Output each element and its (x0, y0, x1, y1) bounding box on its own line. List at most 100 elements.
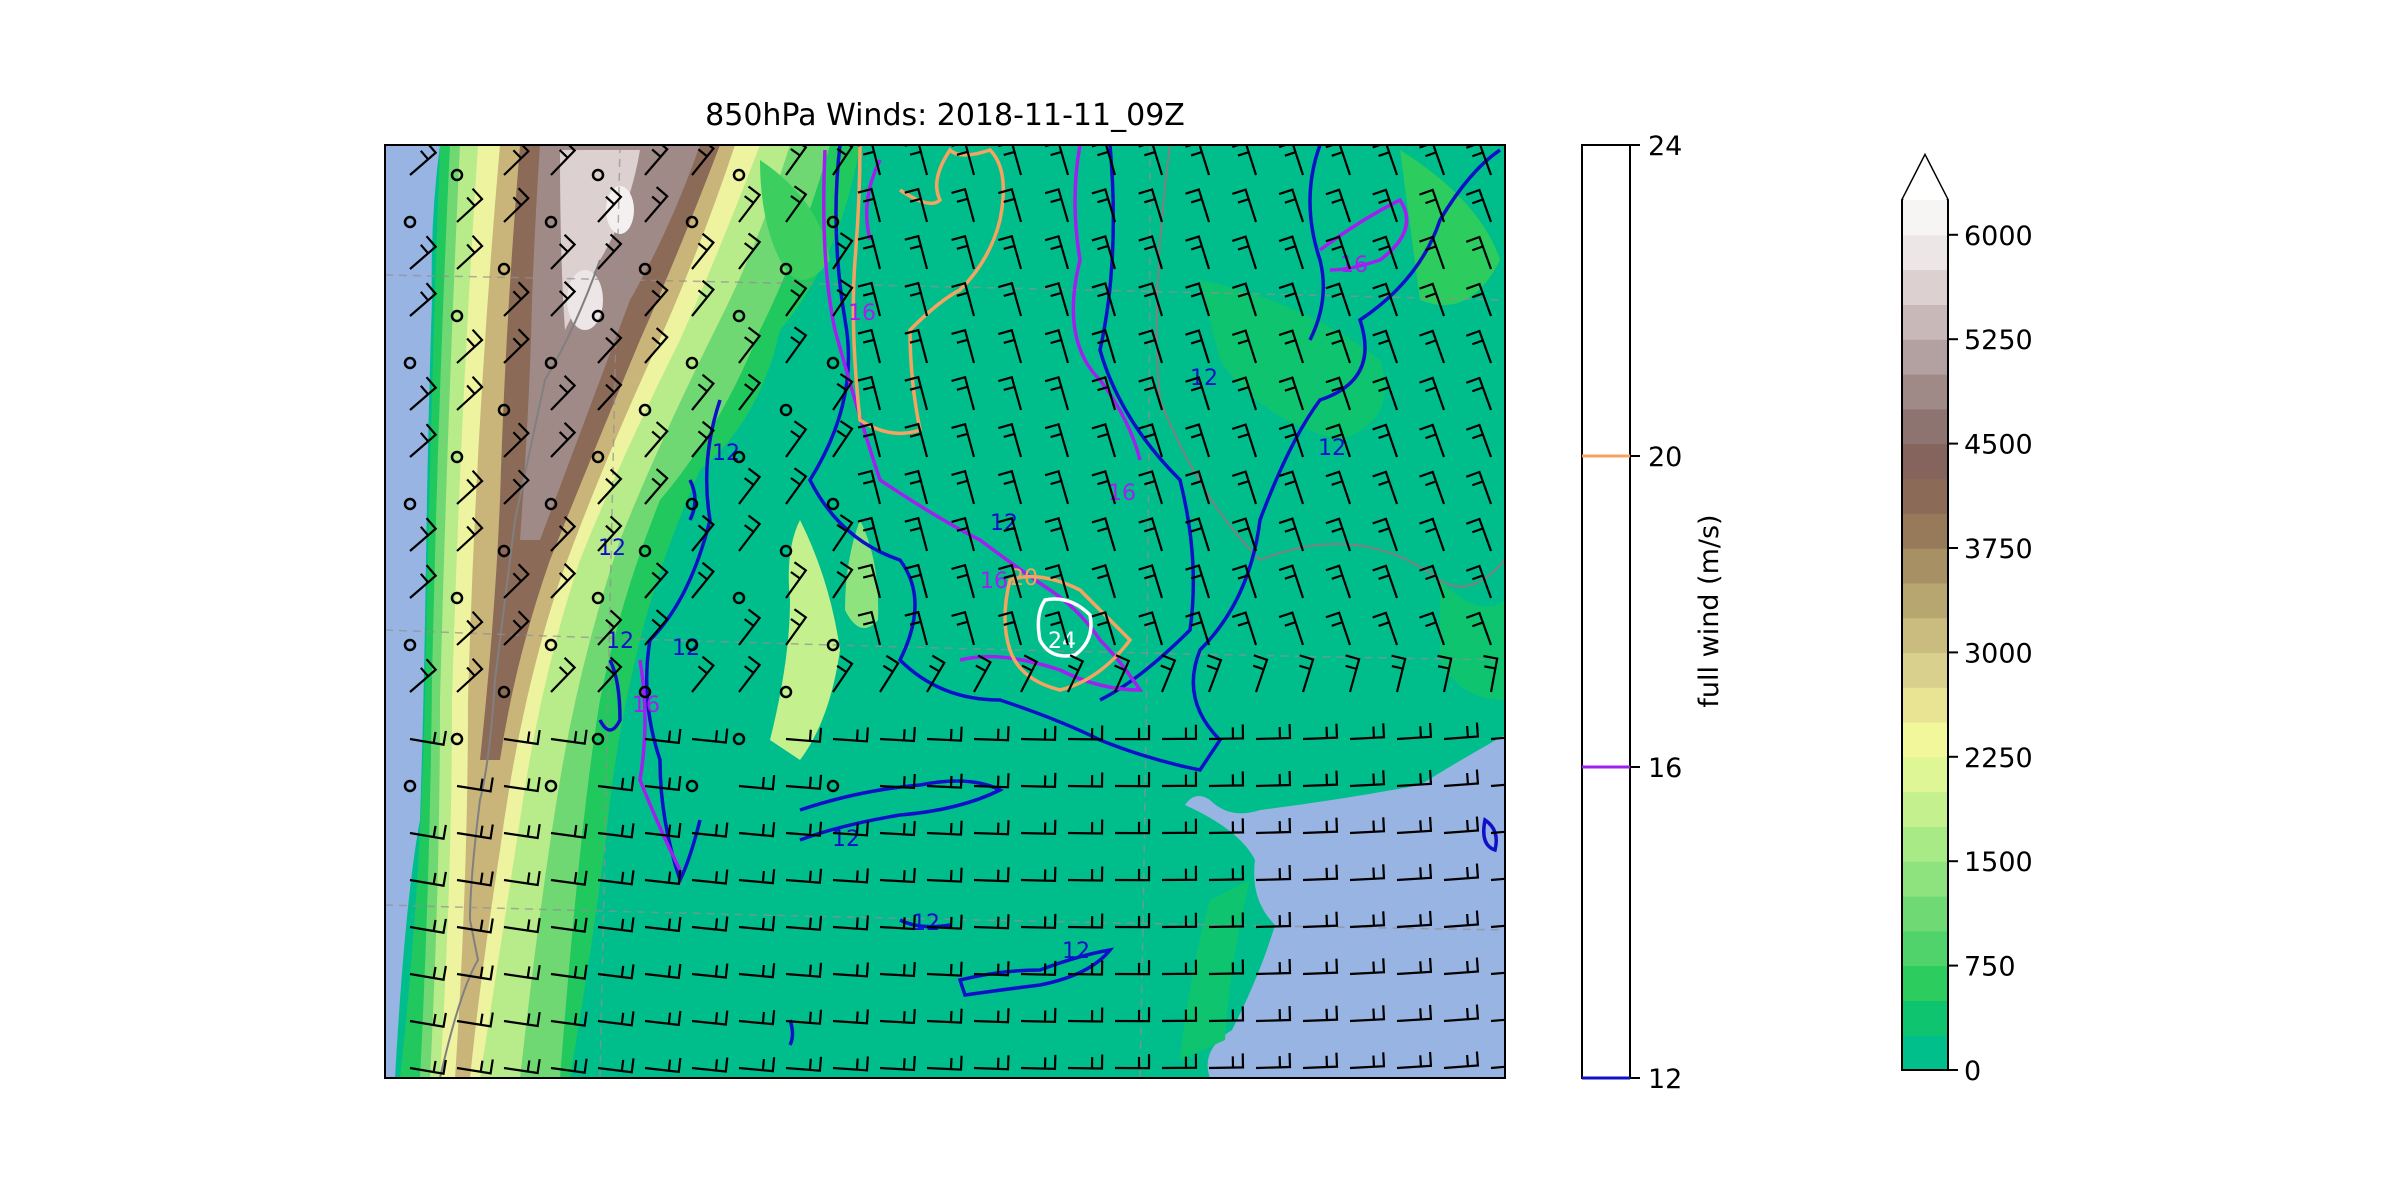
wind-barb (597, 609, 623, 646)
wind-barb (1138, 329, 1164, 364)
wind-barb (951, 145, 976, 176)
wind-barb (691, 728, 729, 744)
wind-barb (973, 867, 1010, 883)
calm-marker (826, 779, 840, 793)
wind-barb (456, 610, 484, 646)
terrain-colorbar-frame (1901, 152, 1949, 1071)
wind-barb (503, 964, 541, 981)
terrain-band (1902, 443, 1948, 479)
calm-marker (685, 779, 699, 793)
wind-barb (597, 656, 623, 693)
wind-barb (1252, 654, 1269, 693)
wind-barb (998, 281, 1023, 317)
wind-barb (1091, 470, 1117, 505)
calm-marker (450, 168, 464, 182)
calm-marker (732, 732, 746, 746)
wind-barb (832, 561, 854, 599)
wind-barb (904, 145, 929, 176)
wind-barb (456, 918, 494, 934)
wind-barb (1138, 376, 1164, 411)
wind-barb (951, 422, 976, 458)
wind-barb (1372, 376, 1399, 411)
wind-barb (456, 871, 494, 887)
wind-barb (879, 773, 916, 790)
terrain-band (1902, 234, 1948, 271)
wind-barb (857, 187, 882, 223)
wind-barb (456, 965, 494, 981)
terrain-band (1902, 374, 1948, 410)
wind-barb (879, 654, 900, 693)
wind-barb (1161, 1006, 1198, 1023)
wind-barb (550, 1011, 588, 1027)
wind-barb (1114, 866, 1151, 882)
terrain-band (1902, 339, 1948, 375)
wind-barb (1325, 188, 1352, 223)
wind-barb (1185, 611, 1211, 646)
wind-barb (904, 563, 929, 599)
wind-barb (1044, 422, 1070, 458)
wind-barb (1325, 235, 1352, 270)
wind-barb (1325, 611, 1352, 646)
terrain-colorbar-bands (1902, 200, 1948, 1071)
calm-marker (403, 215, 417, 229)
wind-barb (1044, 234, 1070, 270)
wind-barb (1185, 564, 1211, 599)
wind-barb (738, 916, 776, 932)
wind-barb (503, 145, 530, 176)
wind-barb (1091, 329, 1117, 364)
wind-barb (973, 773, 1010, 789)
wind-barb (832, 821, 869, 837)
wind-barb (1465, 188, 1493, 223)
wind-barb (998, 375, 1023, 411)
wind-barb (1231, 188, 1258, 223)
wind-barb (691, 822, 729, 838)
wind-barb (1349, 864, 1386, 882)
calm-marker (732, 309, 746, 323)
wind-barb (1067, 866, 1104, 882)
contour-24 (1036, 597, 1093, 658)
wind-barb (1465, 282, 1493, 317)
wind-barb (904, 375, 929, 411)
wind-barb (644, 869, 682, 886)
wind-barb (998, 145, 1023, 176)
wind-barb (879, 820, 916, 837)
wind-barb (785, 326, 808, 364)
wind-barb (1419, 282, 1446, 317)
wind-barb (503, 729, 541, 746)
wind-barb (550, 917, 588, 933)
wind-barb (1044, 469, 1070, 505)
wind-barb (644, 609, 669, 646)
wind-barb (1161, 818, 1198, 835)
wind-barb (691, 1010, 729, 1026)
wind-barb (597, 1058, 635, 1074)
wind-barb (832, 915, 869, 931)
wind-barb (1302, 1052, 1339, 1070)
wind-barb (738, 775, 776, 791)
wind-barb (1465, 517, 1493, 552)
wind-tick: 16 (1648, 753, 1682, 784)
wind-barb (832, 420, 854, 458)
wind-barb (738, 326, 762, 364)
wind-barb (1345, 654, 1361, 693)
wind-barb (1185, 376, 1211, 411)
wind-barb (857, 563, 882, 599)
terrain-band (1902, 269, 1948, 305)
wind-barb (1396, 722, 1433, 741)
contour-label: 12 (606, 629, 634, 654)
wind-barb (1349, 723, 1386, 741)
wind-barb (409, 1012, 447, 1028)
wind-barb (644, 728, 682, 745)
calm-marker (497, 544, 511, 558)
calm-marker (544, 497, 558, 511)
wind-barb (832, 373, 854, 411)
wind-barb (1372, 235, 1399, 270)
wind-barb (1044, 516, 1070, 552)
wind-barb (785, 145, 808, 176)
wind-barb (1490, 736, 1505, 741)
wind-barb (1208, 1006, 1245, 1023)
wind-barb (1278, 329, 1305, 364)
wind-barb (951, 563, 976, 599)
wind-barb (998, 328, 1023, 364)
wind-barb (1419, 188, 1446, 223)
